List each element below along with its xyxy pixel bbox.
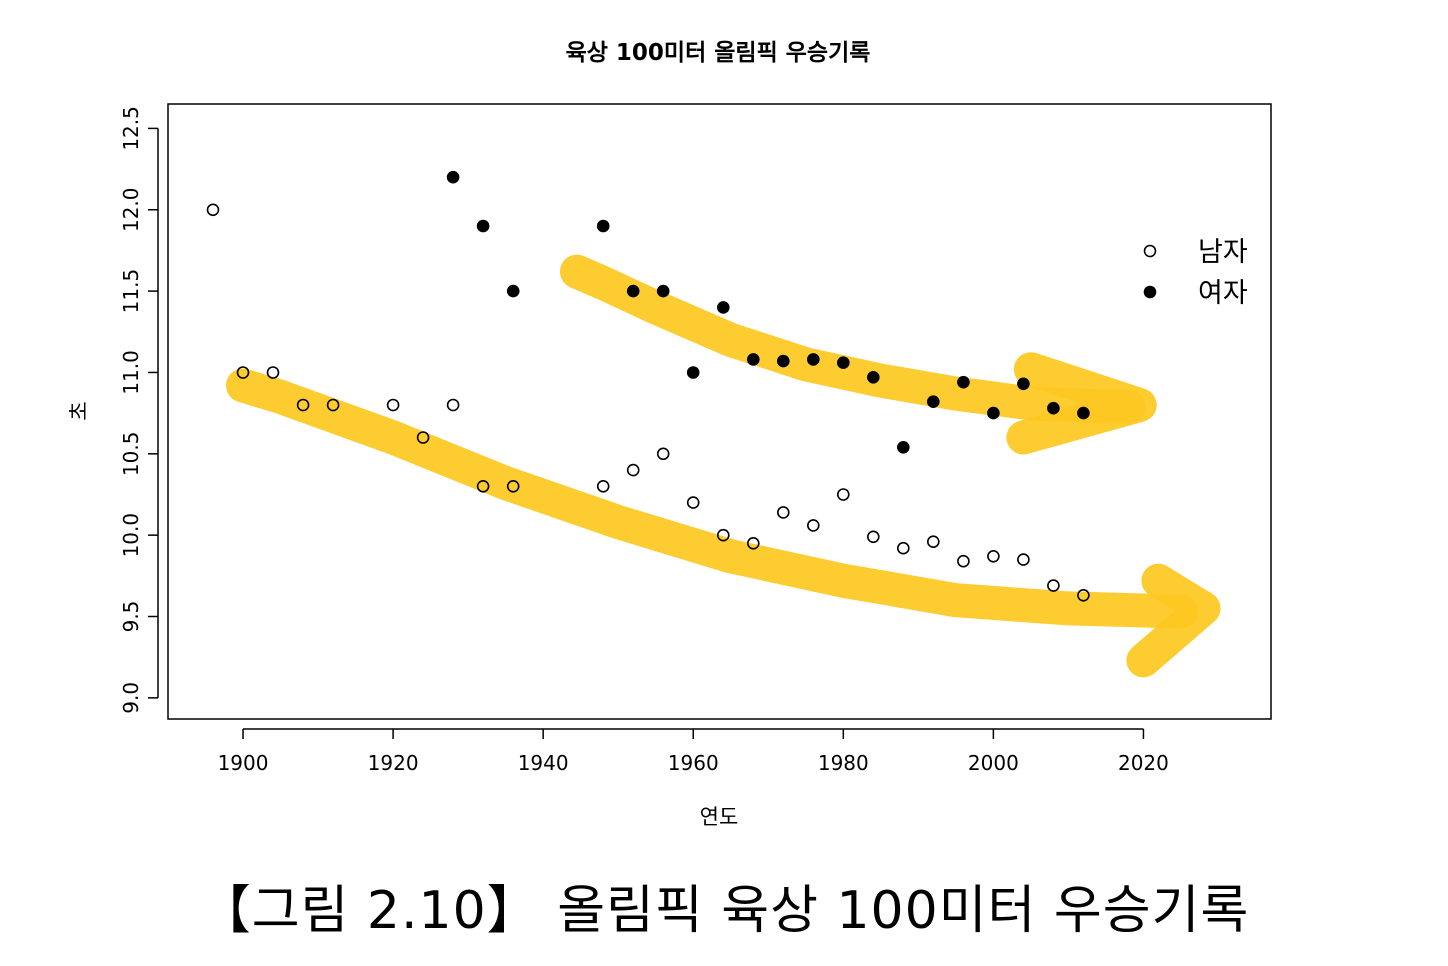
women-data-point	[1047, 401, 1060, 415]
y-tick-label: 9.0	[119, 682, 143, 714]
women-data-point	[1077, 406, 1090, 420]
men-data-point	[206, 203, 220, 217]
men-data-point	[326, 398, 340, 412]
y-tick-label: 11.5	[119, 269, 143, 314]
men-data-point	[266, 366, 280, 379]
legend-label: 여자	[1198, 278, 1248, 309]
women-data-point	[626, 284, 640, 298]
men-data-point	[656, 447, 670, 461]
women-data-point	[656, 284, 670, 298]
plot-area-frame	[167, 103, 1272, 720]
men-data-point	[1077, 588, 1090, 602]
axes: 1900 1920 1940 1960 1980 2000 2020 9.0 9.5 10.0 10…	[119, 106, 1169, 775]
scatter-chart: 육상 100미터 올림픽 우승기록 1900 1920 1940 1960 1980 20…	[67, 40, 1272, 829]
men-data-point	[296, 398, 310, 412]
data-points	[206, 170, 1090, 602]
men-data-point	[506, 479, 520, 493]
men-data-point	[386, 398, 400, 412]
x-tick-label: 1960	[668, 751, 719, 775]
men-data-point	[596, 479, 610, 493]
women-data-point	[1017, 377, 1030, 391]
men-data-point	[776, 506, 790, 519]
women-data-point	[987, 406, 1000, 420]
y-tick-label: 11.0	[119, 350, 143, 395]
figure-caption: 【그림 2.10】 올림픽 육상 100미터 우승기록	[198, 881, 1250, 941]
trend-arrows	[226, 254, 1221, 678]
men-data-point	[1047, 579, 1060, 592]
x-tick-label: 2000	[968, 751, 1019, 775]
y-tick-label: 12.0	[119, 187, 143, 232]
women-data-point	[866, 370, 880, 384]
men-data-point	[1017, 553, 1030, 566]
men-data-point	[236, 366, 250, 379]
women-data-point	[806, 353, 820, 366]
men-data-point	[746, 536, 760, 550]
men-data-point	[476, 479, 490, 493]
men-data-point	[866, 530, 880, 544]
women-data-point	[476, 219, 490, 233]
men-data-point	[626, 463, 640, 477]
women-data-point	[596, 219, 610, 233]
x-tick-label: 1940	[518, 751, 569, 775]
women-data-point	[926, 395, 940, 409]
men-data-point	[926, 535, 940, 549]
y-tick-label: 9.5	[119, 601, 143, 633]
men-data-point	[416, 431, 430, 444]
men-data-point	[716, 528, 730, 542]
men-data-point	[957, 554, 970, 568]
women-data-point	[836, 356, 850, 370]
women-data-point	[776, 354, 790, 368]
x-tick-label: 2020	[1118, 751, 1169, 775]
trend-arrow-head-1	[1006, 352, 1157, 455]
men-data-point	[446, 398, 460, 412]
legend-marker	[1143, 244, 1157, 258]
y-tick-label: 10.5	[119, 432, 143, 477]
men-data-point	[686, 496, 700, 509]
y-tick-label: 12.5	[119, 106, 143, 151]
legend-marker	[1143, 285, 1157, 299]
legend-label: 남자	[1198, 237, 1248, 268]
women-data-point	[506, 284, 520, 298]
men-data-point	[987, 549, 1000, 563]
women-data-point	[746, 353, 760, 366]
women-data-point	[446, 170, 460, 184]
x-tick-label: 1900	[218, 751, 269, 775]
women-data-point	[686, 366, 700, 379]
chart-title: 육상 100미터 올림픽 우승기록	[566, 40, 871, 66]
women-data-point	[896, 440, 910, 454]
y-axis-label: 초	[67, 401, 91, 420]
y-tick-label: 10.0	[119, 513, 143, 558]
trend-arrow-head-2	[1126, 563, 1221, 678]
men-data-point	[806, 519, 820, 532]
women-data-point	[957, 375, 970, 389]
x-tick-label: 1980	[818, 751, 869, 775]
x-tick-label: 1920	[368, 751, 419, 775]
x-axis-label: 연도	[700, 805, 739, 829]
trend-arrow-shaft-2	[226, 368, 1198, 629]
women-data-point	[716, 301, 730, 314]
men-data-point	[896, 541, 910, 555]
men-data-point	[836, 488, 850, 501]
